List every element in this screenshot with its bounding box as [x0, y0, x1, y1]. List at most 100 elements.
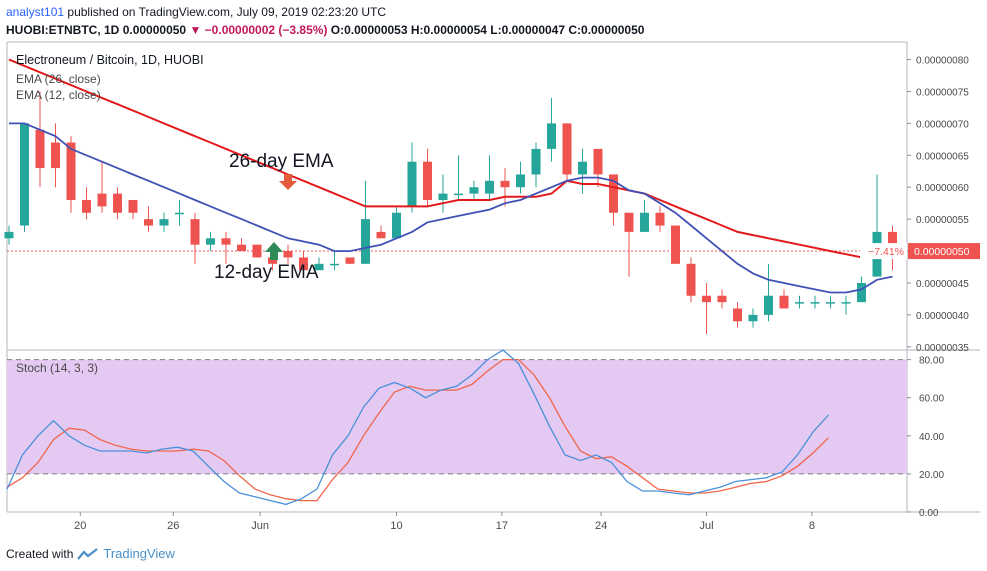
candle-body — [97, 193, 107, 207]
candle-body — [159, 219, 169, 226]
candle-body — [655, 212, 665, 226]
candle — [841, 295, 851, 315]
candle-body — [82, 199, 91, 213]
time-tick-label: Jul — [699, 520, 713, 532]
candle-body — [702, 295, 711, 303]
down-arrow-icon — [279, 174, 297, 190]
created-with-text: Created with — [6, 546, 74, 561]
candle-body — [562, 123, 572, 175]
candle — [640, 199, 649, 232]
symbol-line: HUOBI:ETNBTC, 1D 0.00000050 ▼ −0.0000000… — [6, 23, 644, 37]
candle — [66, 136, 76, 213]
candle — [779, 289, 789, 309]
candle-body — [454, 193, 463, 196]
time-tick-label: 8 — [809, 520, 815, 532]
candle — [655, 206, 665, 232]
candle — [206, 231, 215, 252]
high-label: H: — [410, 23, 424, 37]
candle-body — [826, 302, 835, 304]
ema26-legend[interactable]: EMA (26, close) — [16, 72, 101, 86]
open-label: O: — [330, 23, 345, 37]
stoch-d-line — [6, 358, 829, 502]
candle — [717, 289, 727, 309]
price-tick-label: 0.00000080 — [916, 56, 969, 67]
candle — [376, 225, 386, 239]
candle-body — [686, 263, 696, 296]
candle-body — [237, 244, 246, 252]
candle-body — [423, 161, 432, 200]
price-tick-label: 0.00000055 — [916, 215, 969, 226]
candle-body — [314, 263, 324, 271]
candle-body — [485, 180, 494, 194]
candle-body — [190, 219, 200, 245]
candle — [438, 174, 448, 213]
candle — [299, 251, 308, 277]
ema12-annotation: 12-day EMA — [214, 262, 319, 283]
tradingview-brand[interactable]: TradingView — [103, 546, 175, 561]
ema26-annotation: 26-day EMA — [229, 151, 334, 172]
candle-body — [35, 129, 45, 169]
candle-body — [283, 251, 293, 258]
candle — [190, 212, 200, 264]
time-tick-label: 26 — [167, 520, 179, 532]
price-tick-label: 0.00000045 — [916, 279, 969, 290]
stoch-band — [7, 359, 907, 474]
price-tick-label: 0.00000040 — [916, 311, 969, 322]
candle — [547, 97, 556, 162]
candle-body — [764, 295, 773, 315]
candle — [469, 180, 479, 200]
candle-body — [578, 161, 587, 175]
candle-body — [888, 231, 897, 252]
candle-body — [841, 302, 851, 304]
candle-body — [51, 142, 60, 169]
candle-body — [252, 244, 262, 258]
stoch-tick-label: 20.00 — [919, 470, 944, 481]
candle — [35, 91, 45, 188]
last-price: 0.00000050 — [122, 23, 187, 37]
candle — [810, 295, 820, 309]
author-link[interactable]: analyst101 — [6, 5, 65, 19]
time-tick-label: 20 — [74, 520, 86, 532]
candle-body — [593, 148, 603, 175]
candle — [748, 308, 758, 328]
candle-body — [717, 295, 727, 303]
candle-body — [376, 231, 386, 239]
close-label: C: — [568, 23, 582, 37]
pct-badge: −7.41% — [868, 246, 904, 258]
candle — [82, 187, 91, 220]
candle — [795, 295, 804, 309]
candle-body — [795, 302, 804, 304]
candle — [500, 168, 510, 207]
publish-line: analyst101 published on TradingView.com,… — [6, 5, 386, 19]
ema12-line — [9, 122, 893, 294]
stoch-tick-label: 40.00 — [919, 432, 944, 443]
candle — [237, 238, 246, 252]
price-badge: 0.00000050 — [914, 246, 970, 258]
candle-body — [500, 180, 510, 188]
price-tick-label: 0.00000075 — [916, 87, 969, 98]
candle — [159, 212, 169, 232]
stoch-legend[interactable]: Stoch (14, 3, 3) — [16, 361, 99, 375]
tradingview-logo-icon — [77, 547, 99, 560]
candle-body — [299, 257, 308, 271]
candle — [4, 225, 14, 245]
ema12-legend[interactable]: EMA (12, close) — [16, 88, 101, 102]
candle-body — [392, 212, 401, 239]
candle — [361, 180, 370, 264]
candle — [221, 231, 231, 264]
candle — [20, 123, 29, 232]
candle-body — [206, 238, 215, 245]
candle-body — [330, 263, 339, 266]
candle — [593, 148, 603, 188]
candle-body — [857, 282, 866, 303]
candle-body — [810, 302, 820, 304]
down-triangle-icon: ▼ — [189, 23, 202, 37]
candle-body — [640, 212, 649, 232]
candle — [113, 187, 122, 220]
candle — [686, 257, 696, 303]
candle-body — [407, 161, 417, 207]
candle — [609, 174, 618, 226]
open-value: 0.00000053 — [344, 23, 408, 37]
